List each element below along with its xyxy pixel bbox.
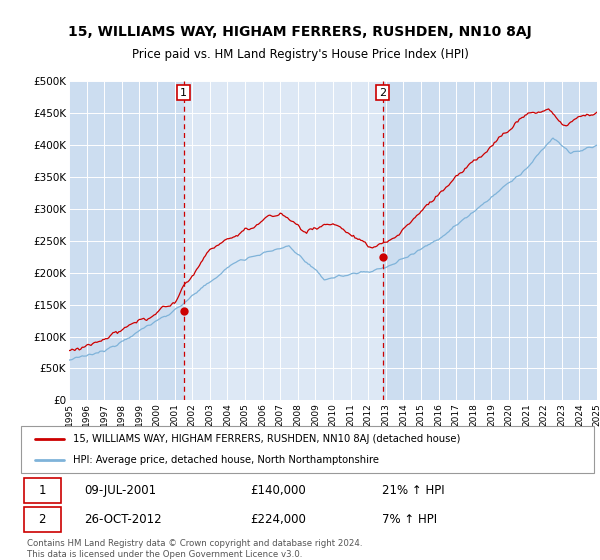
Text: £224,000: £224,000 [250, 513, 306, 526]
Text: 09-JUL-2001: 09-JUL-2001 [84, 484, 156, 497]
Text: HPI: Average price, detached house, North Northamptonshire: HPI: Average price, detached house, Nort… [73, 455, 379, 465]
Text: Contains HM Land Registry data © Crown copyright and database right 2024.: Contains HM Land Registry data © Crown c… [27, 539, 362, 548]
Text: 1: 1 [180, 87, 187, 97]
Text: 2: 2 [379, 87, 386, 97]
Text: This data is licensed under the Open Government Licence v3.0.: This data is licensed under the Open Gov… [27, 550, 302, 559]
Bar [24, 478, 61, 503]
Text: 1: 1 [38, 484, 46, 497]
Bar [184, 81, 383, 400]
Text: 2: 2 [38, 513, 46, 526]
Text: 7% ↑ HPI: 7% ↑ HPI [382, 513, 437, 526]
Bar [24, 507, 61, 532]
Text: 26-OCT-2012: 26-OCT-2012 [84, 513, 161, 526]
Text: 15, WILLIAMS WAY, HIGHAM FERRERS, RUSHDEN, NN10 8AJ (detached house): 15, WILLIAMS WAY, HIGHAM FERRERS, RUSHDE… [73, 434, 460, 444]
Text: £140,000: £140,000 [250, 484, 306, 497]
Text: Price paid vs. HM Land Registry's House Price Index (HPI): Price paid vs. HM Land Registry's House … [131, 48, 469, 60]
Text: 15, WILLIAMS WAY, HIGHAM FERRERS, RUSHDEN, NN10 8AJ: 15, WILLIAMS WAY, HIGHAM FERRERS, RUSHDE… [68, 25, 532, 39]
Text: 21% ↑ HPI: 21% ↑ HPI [382, 484, 445, 497]
